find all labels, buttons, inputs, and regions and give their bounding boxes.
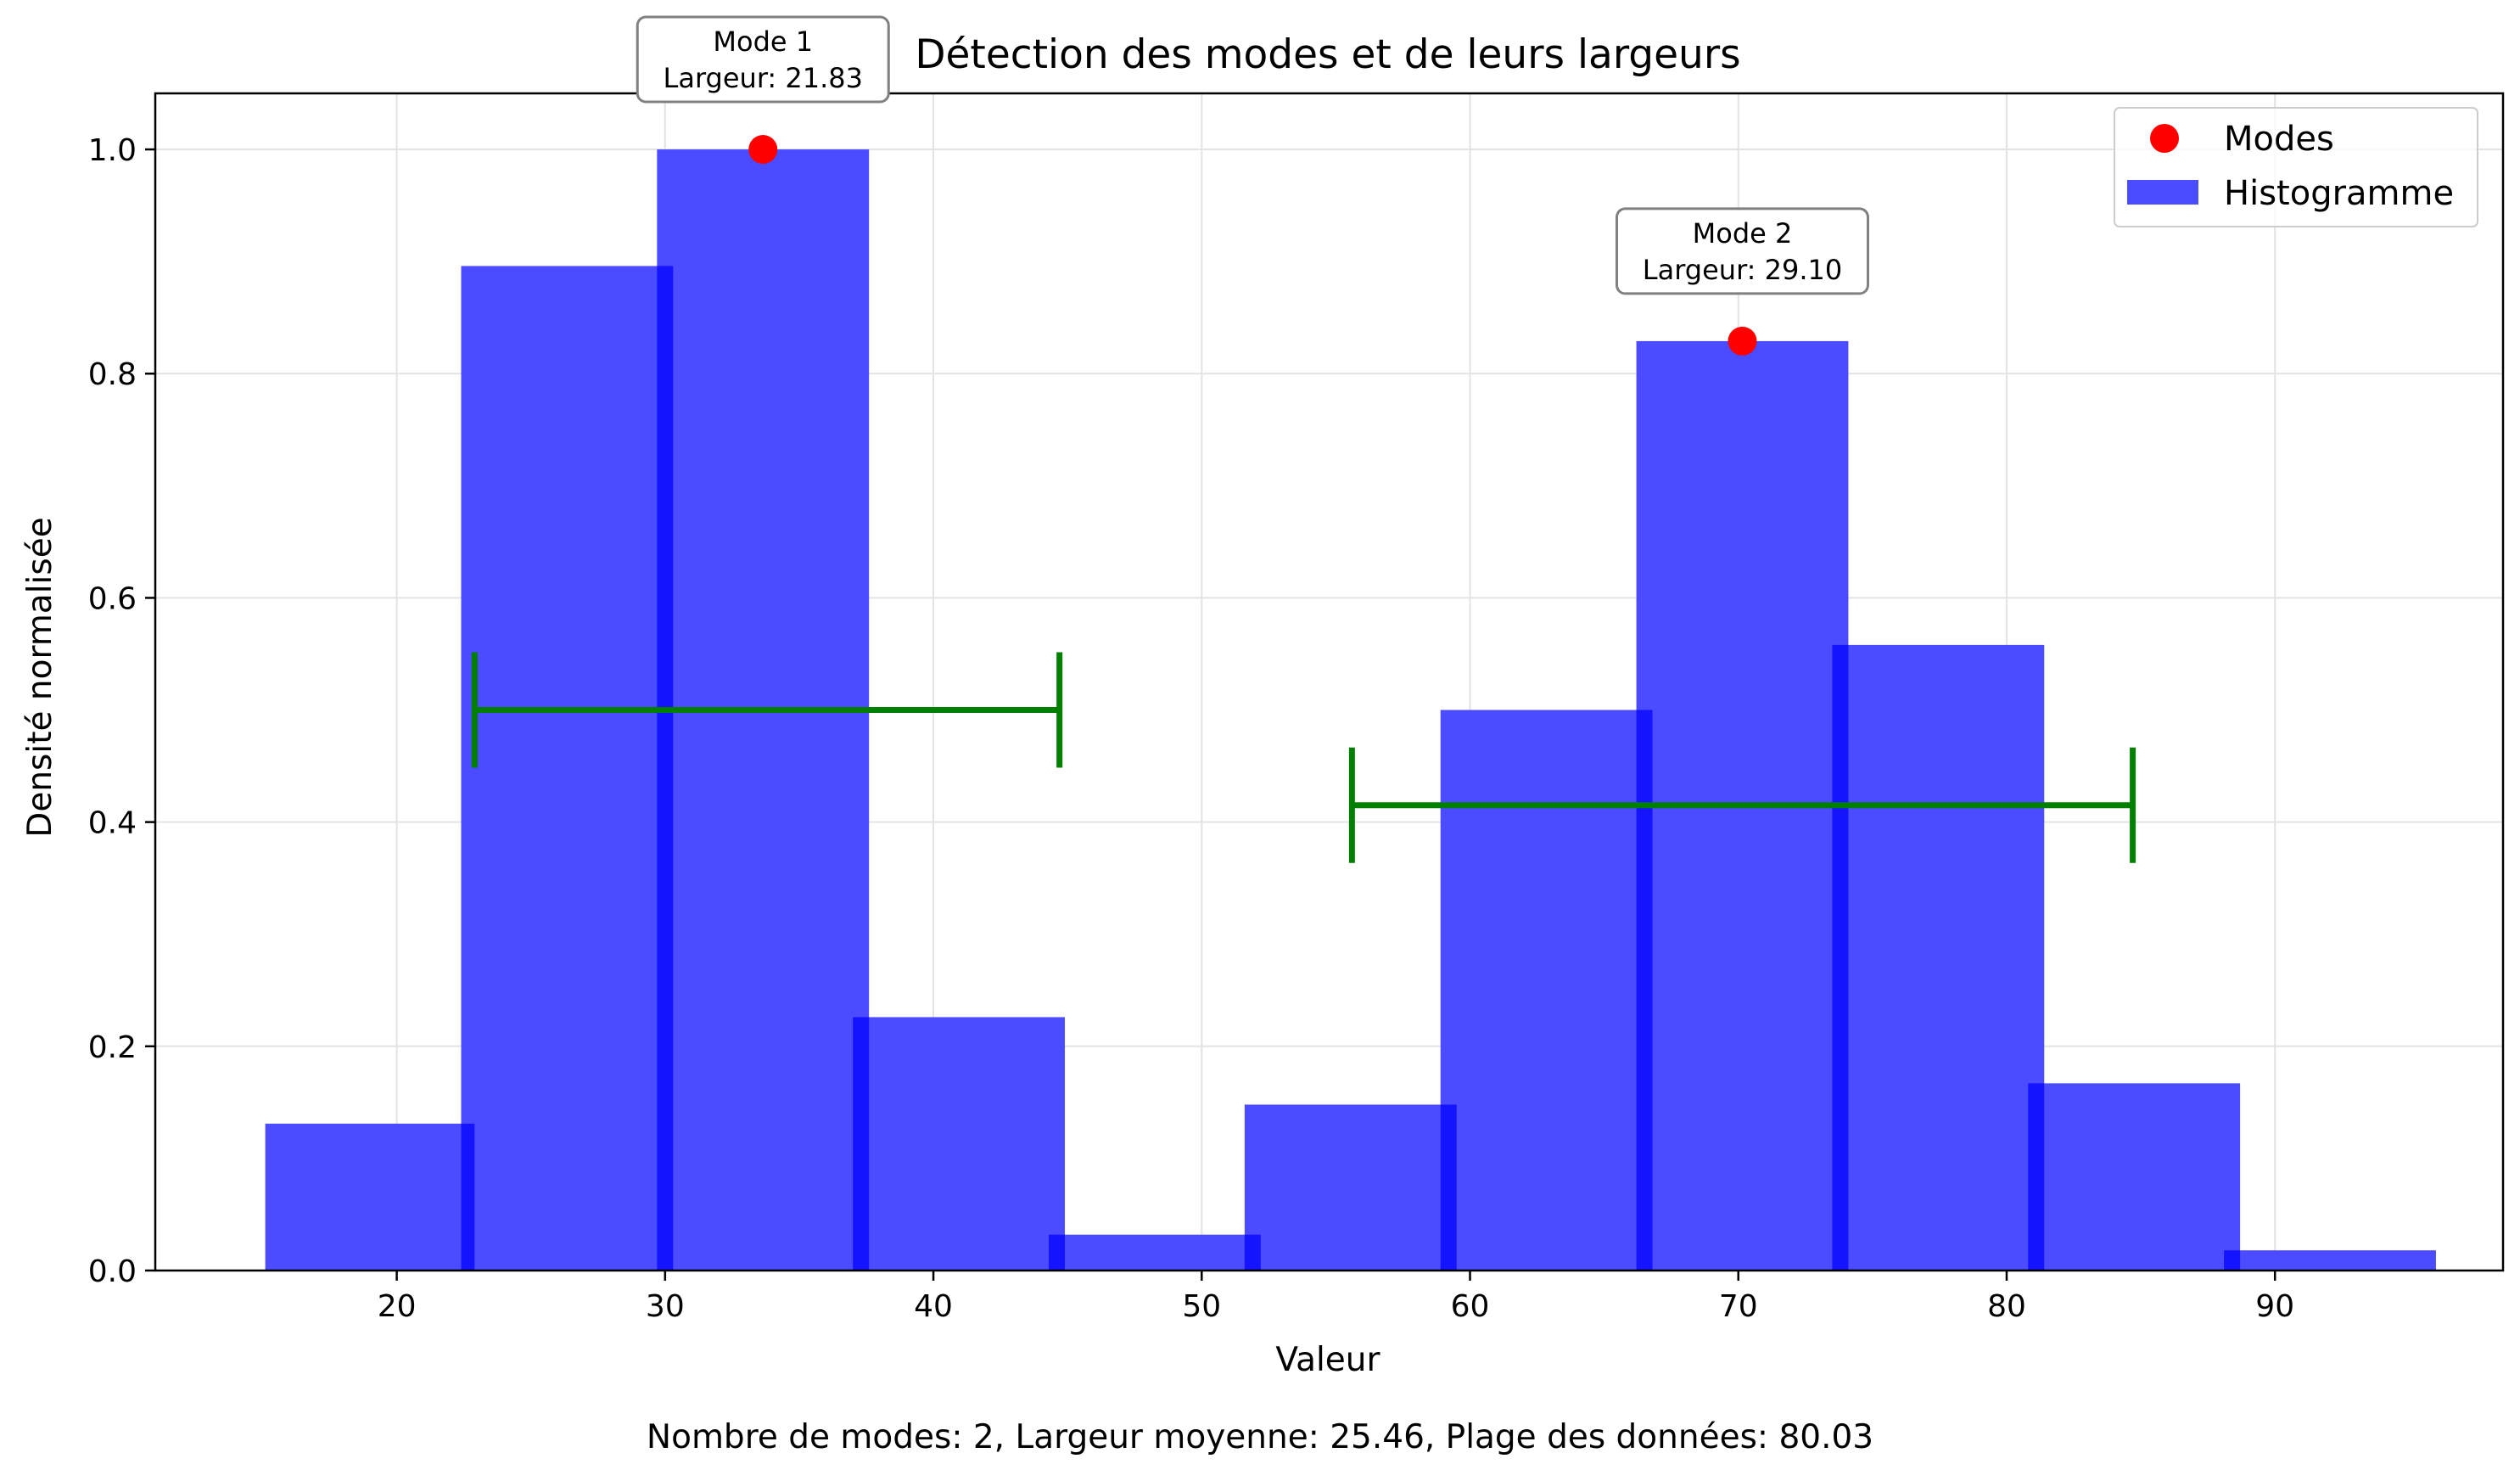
histogram-bar-overlap — [853, 1017, 870, 1271]
y-tick-label: 0.4 — [88, 806, 137, 841]
mode-1-annotation-box — [636, 15, 890, 104]
histogram-bar-6 — [1244, 1104, 1457, 1271]
histogram-bar-overlap — [461, 1123, 475, 1271]
histogram-bar-10 — [2028, 1083, 2241, 1271]
mode-width-bars — [471, 652, 2136, 863]
histogram-bar-11 — [2224, 1250, 2436, 1271]
legend-modes-label: Modes — [2224, 120, 2334, 159]
y-tick-label: 0.6 — [88, 581, 137, 616]
histogram-bar-overlap — [2224, 1250, 2241, 1271]
mode-2-annotation-width: Largeur: 29.10 — [1643, 254, 1842, 286]
x-tick-label: 50 — [1182, 1289, 1221, 1324]
chart-title: Détection des modes et de leurs largeurs — [915, 31, 1740, 78]
x-tick-label: 90 — [2255, 1289, 2294, 1324]
x-tick-label: 20 — [378, 1289, 417, 1324]
histogram-bar-overlap — [1832, 644, 1849, 1271]
axes-frame — [154, 92, 2505, 1272]
histogram-bar-9 — [1832, 644, 2045, 1271]
mode-1-marker — [748, 135, 778, 165]
histogram-bar-7 — [1440, 710, 1653, 1271]
histogram-bar-overlap — [1636, 710, 1653, 1271]
histogram-bar-overlap — [2028, 1083, 2045, 1271]
x-tick-label: 60 — [1451, 1289, 1490, 1324]
histogram-bar-overlap — [1049, 1234, 1066, 1271]
x-tick-label: 30 — [646, 1289, 685, 1324]
y-tick-label: 0.8 — [88, 357, 137, 392]
x-axis-label: Valeur — [1275, 1341, 1380, 1379]
x-tick-label: 40 — [914, 1289, 953, 1324]
histogram-bar-overlap — [1440, 1104, 1457, 1271]
legend: Modes Histogramme — [2114, 107, 2478, 227]
histogram-bar-2 — [461, 266, 674, 1271]
mode-1-annotation-width: Largeur: 21.83 — [664, 62, 863, 94]
legend-histogram-patch — [2127, 180, 2198, 205]
x-tick-label: 70 — [1719, 1289, 1758, 1324]
histogram-bar-5 — [1049, 1234, 1261, 1271]
mode-markers — [748, 135, 1757, 356]
y-tick-label: 1.0 — [88, 133, 137, 168]
mode-2-annotation-title: Mode 2 — [1693, 217, 1793, 250]
mode-1-annotation-title: Mode 1 — [713, 25, 813, 58]
legend-histogram-label: Histogramme — [2224, 174, 2454, 213]
legend-modes-marker — [2150, 124, 2179, 153]
x-tick-label: 80 — [1987, 1289, 2026, 1324]
y-axis-label: Densité normalisée — [21, 517, 59, 837]
y-ticks: 0.0 0.2 0.4 0.6 0.8 1.0 — [88, 133, 155, 1289]
histogram-bar-overlap — [1244, 1234, 1261, 1271]
y-tick-label: 0.0 — [88, 1254, 137, 1289]
histogram-bar-4 — [853, 1017, 1066, 1271]
footer-summary: Nombre de modes: 2, Largeur moyenne: 25.… — [647, 1418, 1873, 1456]
mode-annotations: Mode 1 Largeur: 21.83 Mode 2 Largeur: 29.10 — [636, 15, 1869, 295]
mode-2-annotation-box — [1615, 207, 1869, 295]
histogram-bar-1 — [265, 1123, 475, 1271]
x-ticks: 20 30 40 50 60 70 80 90 — [378, 1271, 2294, 1324]
legend-frame — [2114, 107, 2478, 227]
mode-2-marker — [1728, 326, 1757, 356]
histogram-bar-overlap — [657, 266, 674, 1271]
y-tick-label: 0.2 — [88, 1030, 137, 1065]
